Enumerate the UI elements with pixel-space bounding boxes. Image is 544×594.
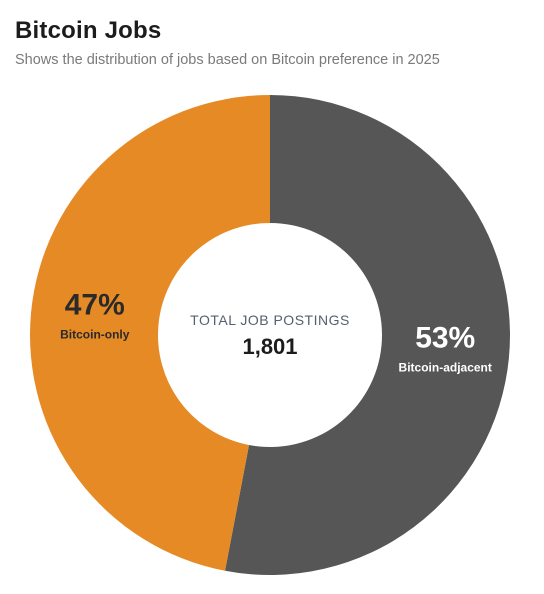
slice-percent-bitcoin-only: 47%	[65, 288, 125, 321]
chart-subtitle: Shows the distribution of jobs based on …	[15, 52, 440, 68]
center-value: 1,801	[242, 334, 297, 359]
donut-slices	[29, 95, 510, 575]
slice-labels: 53% Bitcoin-adjacent 47% Bitcoin-only	[60, 288, 492, 374]
slice-bitcoin-only	[29, 95, 271, 571]
slice-percent-bitcoin-adjacent: 53%	[415, 322, 475, 355]
center-label: TOTAL JOB POSTINGS	[190, 312, 350, 328]
slice-bitcoin-adjacent	[225, 95, 510, 575]
chart-title: Bitcoin Jobs	[15, 17, 162, 44]
slice-name-bitcoin-adjacent: Bitcoin-adjacent	[399, 361, 492, 375]
slice-name-bitcoin-only: Bitcoin-only	[60, 327, 130, 341]
